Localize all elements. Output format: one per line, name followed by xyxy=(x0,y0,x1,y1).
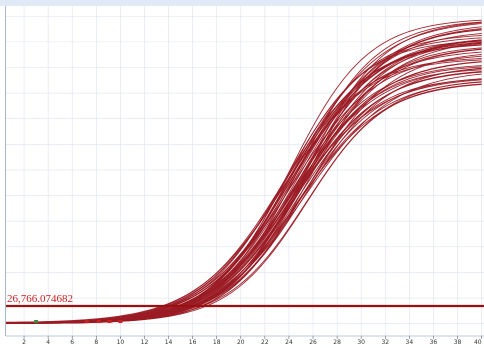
grid xyxy=(5,6,484,336)
x-tick-label: 6 xyxy=(70,339,74,346)
x-tick-label: 14 xyxy=(165,339,173,346)
x-tick-label: 18 xyxy=(213,339,221,346)
x-tick-label: 24 xyxy=(285,339,293,346)
baseline-marker xyxy=(84,320,89,323)
x-tick-label: 16 xyxy=(189,339,197,346)
x-tick-label: 40 xyxy=(474,339,482,346)
x-tick-label: 30 xyxy=(357,339,365,346)
x-tick-label: 28 xyxy=(333,339,341,346)
x-tick-label: 36 xyxy=(430,339,438,346)
x-tick-label: 34 xyxy=(406,339,414,346)
threshold: 26,766.074682 xyxy=(6,293,484,308)
x-tick-label: 4 xyxy=(46,339,50,346)
baseline-marker xyxy=(96,320,101,323)
x-tick-label: 38 xyxy=(454,339,462,346)
x-tick-label: 32 xyxy=(381,339,389,346)
threshold-label: 26,766.074682 xyxy=(7,293,73,305)
baseline-marker xyxy=(107,320,112,323)
x-tick-label: 20 xyxy=(237,339,245,346)
baseline-marker xyxy=(118,320,123,323)
top-bar xyxy=(0,0,484,6)
markers xyxy=(34,320,123,323)
x-tick-label: 10 xyxy=(117,339,125,346)
baseline-marker xyxy=(34,320,39,323)
x-tick-label: 8 xyxy=(94,339,98,346)
x-tick-label: 22 xyxy=(261,339,269,346)
x-tick-label: 2 xyxy=(22,339,26,346)
x-tick-label: 26 xyxy=(309,339,317,346)
x-axis: 2 4 6 8 10 12 14 16 18 20 22 24 26 28 30 32 34 36 38 40 xyxy=(6,335,484,346)
x-tick-label: 12 xyxy=(141,339,149,346)
